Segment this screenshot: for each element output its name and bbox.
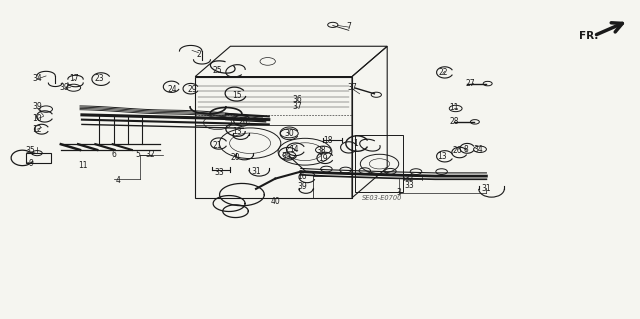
Text: 34: 34	[474, 145, 484, 154]
Text: 35: 35	[26, 146, 36, 155]
Text: 40: 40	[270, 197, 280, 206]
Text: 10: 10	[32, 114, 42, 122]
Text: 7: 7	[346, 22, 351, 31]
Text: 39: 39	[59, 83, 69, 92]
Text: 15: 15	[232, 91, 242, 100]
Text: 16: 16	[297, 172, 307, 181]
Text: 32: 32	[404, 174, 415, 183]
Text: 28: 28	[450, 117, 459, 126]
Text: 2: 2	[196, 50, 201, 59]
Text: 9: 9	[28, 159, 33, 168]
Text: 4: 4	[116, 176, 121, 185]
Text: 31: 31	[481, 184, 492, 193]
Text: 3: 3	[396, 189, 401, 197]
Text: 22: 22	[438, 68, 447, 77]
Text: 1: 1	[353, 139, 358, 148]
Text: SE03-E0700: SE03-E0700	[362, 196, 402, 201]
Text: 26: 26	[238, 117, 248, 126]
Bar	[26, 153, 51, 163]
Text: 33: 33	[214, 168, 224, 177]
Text: 25: 25	[212, 66, 223, 75]
Text: 13: 13	[436, 152, 447, 161]
Text: 34: 34	[32, 74, 42, 83]
Text: 39: 39	[32, 102, 42, 111]
Text: 30: 30	[284, 129, 294, 138]
Text: 12: 12	[33, 125, 42, 134]
Text: 20: 20	[230, 153, 241, 162]
Text: 26: 26	[452, 146, 463, 155]
Text: 11: 11	[79, 161, 88, 170]
Text: 39: 39	[297, 182, 307, 191]
Text: 21: 21	[213, 141, 222, 150]
Text: 11: 11	[450, 103, 459, 112]
Text: 23: 23	[94, 74, 104, 83]
Text: FR.: FR.	[579, 31, 598, 41]
Text: 36: 36	[292, 95, 303, 104]
Text: 14: 14	[289, 145, 300, 154]
Text: 32: 32	[145, 150, 156, 159]
Text: 31: 31	[251, 167, 261, 176]
Text: 24: 24	[168, 85, 178, 94]
Text: 38: 38	[316, 146, 326, 155]
Text: 27: 27	[465, 79, 476, 88]
Text: 8: 8	[463, 145, 468, 154]
Text: 13: 13	[232, 127, 242, 136]
Text: 39: 39	[282, 152, 292, 161]
Text: 19: 19	[318, 154, 328, 163]
Text: 33: 33	[404, 181, 415, 190]
Text: 37: 37	[292, 102, 303, 111]
Text: 17: 17	[68, 74, 79, 83]
Text: 6: 6	[111, 150, 116, 159]
Text: 29: 29	[187, 85, 197, 94]
Text: 5: 5	[135, 150, 140, 159]
Text: 18: 18	[323, 137, 332, 145]
Text: 37: 37	[347, 83, 357, 92]
